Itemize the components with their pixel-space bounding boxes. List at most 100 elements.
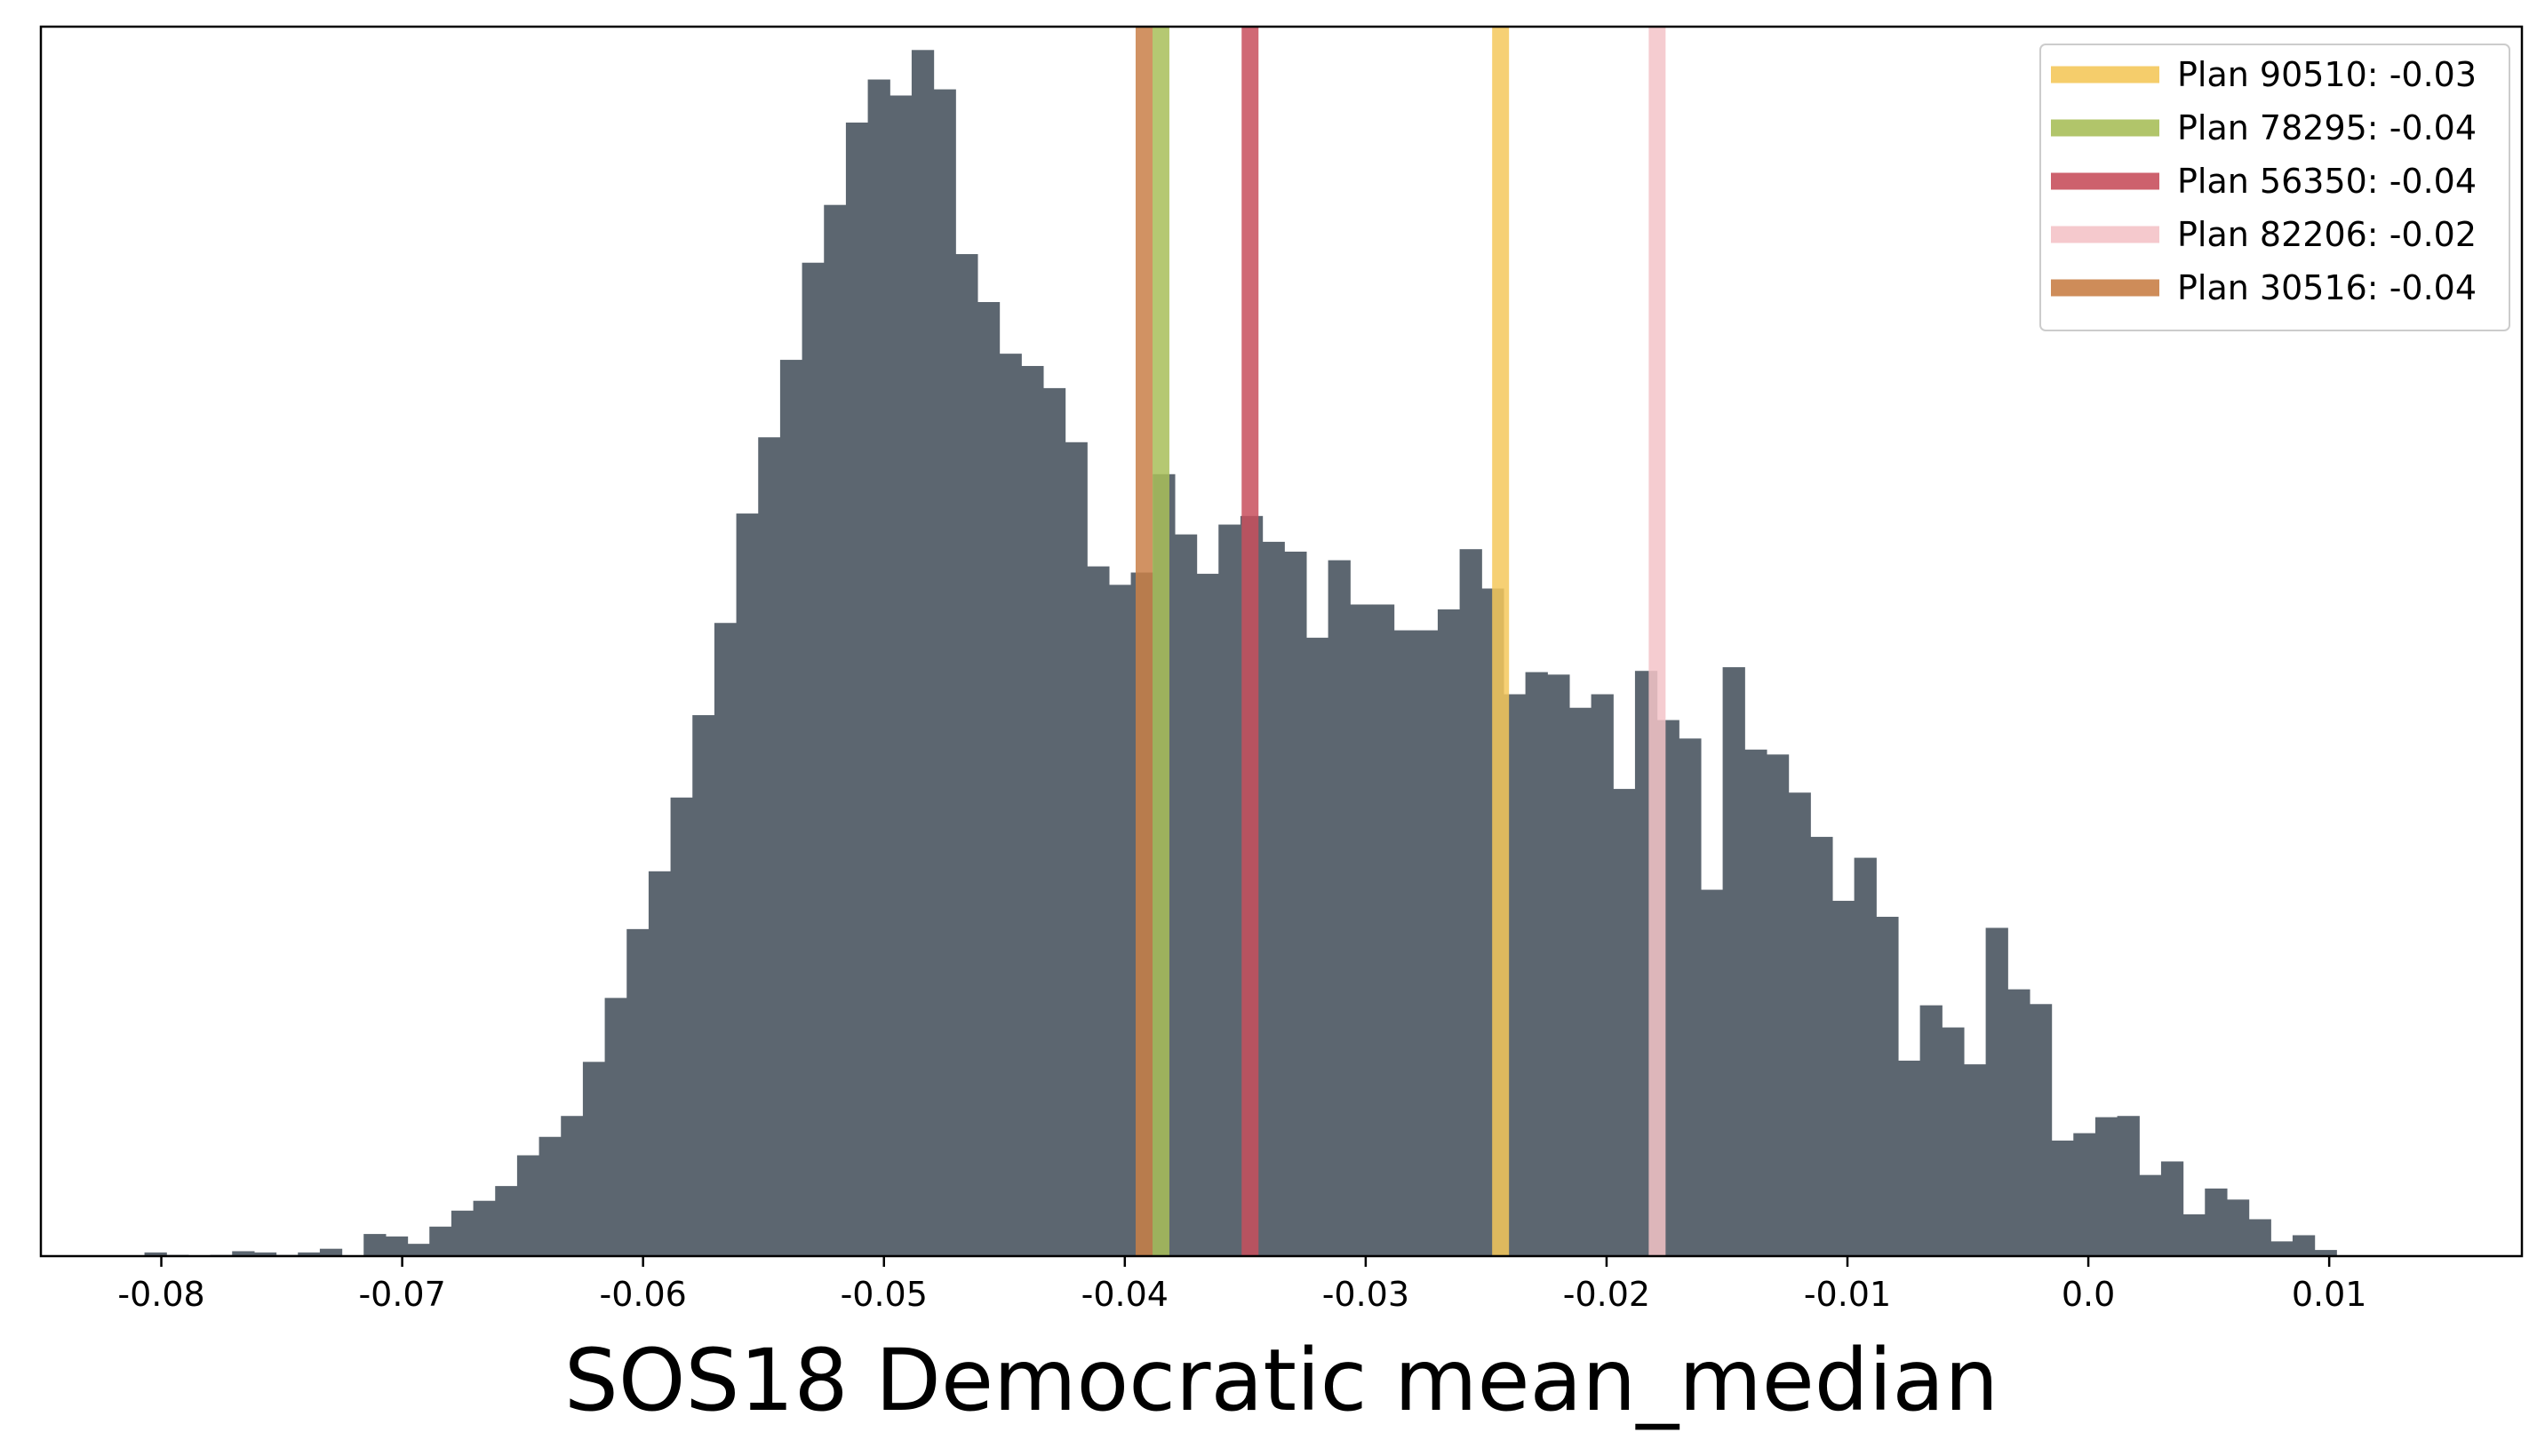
histogram-bar xyxy=(1942,1027,1965,1256)
histogram-bar xyxy=(736,513,759,1256)
histogram-bar xyxy=(2094,1117,2118,1256)
histogram-bar xyxy=(2292,1235,2316,1256)
legend-label: Plan 90510: -0.03 xyxy=(2177,55,2477,94)
histogram-bar xyxy=(714,623,738,1256)
histogram-bar xyxy=(1810,837,1833,1256)
x-tick-label: 0.0 xyxy=(2062,1275,2115,1314)
histogram-bar xyxy=(1591,694,1614,1256)
legend: Plan 90510: -0.03 Plan 78295: -0.04 Plan 5… xyxy=(2039,44,2510,331)
histogram-bar xyxy=(1087,566,1110,1256)
x-tick-label: -0.01 xyxy=(1804,1275,1891,1314)
histogram-bar xyxy=(2051,1140,2074,1256)
histogram-bar xyxy=(1350,604,1373,1256)
histogram-bar xyxy=(1525,672,1548,1256)
histogram-bar xyxy=(1985,927,2008,1256)
histogram-bar xyxy=(429,1226,452,1256)
histogram-bar xyxy=(648,871,672,1256)
histogram-bar xyxy=(1854,857,1877,1256)
x-tick-label: -0.05 xyxy=(841,1275,928,1314)
legend-label: Plan 30516: -0.04 xyxy=(2177,268,2477,307)
histogram-bar xyxy=(2073,1133,2096,1256)
histogram-bar xyxy=(451,1210,475,1256)
histogram-bar xyxy=(802,262,825,1256)
histogram-bar xyxy=(1042,387,1066,1256)
histogram-bar xyxy=(977,302,1001,1256)
histogram-bar xyxy=(495,1186,518,1256)
histogram-bar xyxy=(407,1244,430,1256)
histogram-bar xyxy=(1196,573,1219,1256)
histogram-bars xyxy=(144,50,2337,1257)
histogram-bar xyxy=(539,1136,562,1256)
histogram-bar xyxy=(2270,1241,2294,1256)
histogram-bar xyxy=(1021,365,1044,1256)
x-tick-label: -0.06 xyxy=(600,1275,687,1314)
histogram-bar xyxy=(1766,754,1790,1256)
x-tick-label: -0.03 xyxy=(1322,1275,1409,1314)
histogram-bar xyxy=(1788,792,1811,1256)
x-tick-label: 0.01 xyxy=(2292,1275,2367,1314)
x-tick-label: -0.02 xyxy=(1563,1275,1650,1314)
histogram-bar xyxy=(1328,560,1351,1256)
histogram-bar xyxy=(1416,630,1439,1256)
histogram-bar xyxy=(933,89,956,1257)
x-axis-label: SOS18 Democratic mean_median xyxy=(564,1331,1999,1430)
histogram-bar xyxy=(626,928,650,1256)
legend-label: Plan 82206: -0.02 xyxy=(2177,215,2477,254)
histogram-bar xyxy=(2314,1250,2337,1256)
histogram-bar xyxy=(1722,667,1745,1256)
histogram-bar xyxy=(1613,789,1636,1256)
histogram-bar xyxy=(824,204,847,1257)
x-axis-ticks: -0.08 -0.07 -0.06 -0.05 -0.04 -0.03 -0.02 -0.01… xyxy=(117,1256,2366,1314)
histogram-bar xyxy=(1305,637,1329,1256)
histogram-bar xyxy=(1262,541,1285,1256)
histogram-bar xyxy=(1568,707,1592,1256)
histogram-bar xyxy=(516,1155,540,1256)
histogram-bar xyxy=(1963,1064,1987,1256)
legend-label: Plan 78295: -0.04 xyxy=(2177,108,2477,147)
legend-label: Plan 56350: -0.04 xyxy=(2177,162,2477,201)
histogram-bar xyxy=(2160,1161,2184,1256)
histogram-bar xyxy=(1744,749,1767,1256)
histogram-bar xyxy=(692,715,715,1256)
histogram-bar xyxy=(1547,674,1570,1256)
histogram-bar xyxy=(144,1252,167,1256)
plot-frame xyxy=(39,25,2524,1258)
histogram-bar xyxy=(1897,1060,1921,1256)
histogram-bar xyxy=(1174,534,1198,1256)
x-tick-label: -0.04 xyxy=(1081,1275,1169,1314)
histogram-bar xyxy=(582,1062,606,1256)
histogram-bar xyxy=(1459,549,1482,1256)
histogram-bar xyxy=(2029,1004,2053,1256)
histogram-bar xyxy=(1831,901,1855,1256)
histogram-bar xyxy=(253,1252,277,1256)
histogram-bar xyxy=(1700,889,1724,1256)
histogram-bar xyxy=(385,1236,409,1256)
histogram-bar xyxy=(1437,609,1461,1256)
histogram-bar xyxy=(363,1234,387,1256)
histogram-bar xyxy=(2248,1219,2271,1256)
histogram-bar xyxy=(2117,1116,2140,1256)
histogram-bar xyxy=(604,998,627,1256)
histogram-bar xyxy=(2007,989,2030,1256)
histogram-bar xyxy=(955,254,978,1256)
histogram-bar xyxy=(1679,738,1702,1256)
histogram-bar xyxy=(867,79,890,1257)
histogram-bar xyxy=(999,354,1022,1256)
histogram-bar xyxy=(298,1252,321,1256)
histogram-bar xyxy=(1218,524,1241,1256)
histogram-bar xyxy=(561,1116,584,1256)
histogram-bar xyxy=(1108,585,1132,1256)
histogram-bar xyxy=(670,797,693,1256)
x-tick-label: -0.07 xyxy=(358,1275,445,1314)
histogram-bar xyxy=(2182,1213,2206,1256)
histogram-bar xyxy=(911,50,935,1256)
histogram-bar xyxy=(2139,1174,2162,1256)
histogram-bar xyxy=(779,360,803,1257)
histogram-bar xyxy=(1919,1005,1943,1256)
histogram-bar xyxy=(319,1248,343,1256)
histogram-bar xyxy=(1876,917,1899,1256)
histogram-bar xyxy=(890,95,913,1256)
histogram-bar xyxy=(232,1251,255,1256)
x-tick-label: -0.08 xyxy=(117,1275,204,1314)
